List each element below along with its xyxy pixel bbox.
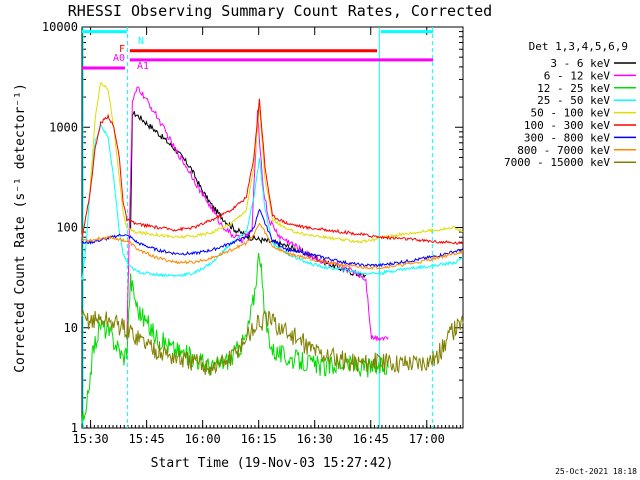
y-axis-label: Corrected Count Rate (s⁻¹ detector⁻¹) xyxy=(13,83,28,373)
y-tick-label: 100 xyxy=(56,221,78,235)
legend-entry-label: 3 - 6 keV xyxy=(550,57,610,70)
flag-bars xyxy=(82,30,434,70)
series-line xyxy=(81,208,464,268)
series-line xyxy=(81,310,464,376)
series-line xyxy=(126,86,389,342)
x-tick-label: 16:00 xyxy=(185,432,221,446)
x-tick-label: 17:00 xyxy=(409,432,445,446)
legend-entry-label: 100 - 300 keV xyxy=(524,119,610,132)
series-line xyxy=(81,98,464,245)
x-tick-label: 15:45 xyxy=(129,432,165,446)
y-tick-label: 10000 xyxy=(42,20,78,34)
series-line xyxy=(130,111,367,279)
x-tick-label: 16:15 xyxy=(241,432,277,446)
flag-label-f: F xyxy=(119,44,125,55)
x-axis-label: Start Time (19-Nov-03 15:27:42) xyxy=(151,456,394,471)
flag-label-a1: A1 xyxy=(137,61,149,72)
legend-entry-label: 50 - 100 keV xyxy=(531,107,611,120)
legend-entry-label: 300 - 800 keV xyxy=(524,131,610,144)
legend-entry-label: 800 - 7000 keV xyxy=(517,144,610,157)
legend-title: Det 1,3,4,5,6,9 xyxy=(529,40,628,53)
series-lines xyxy=(81,82,464,424)
chart-title: RHESSI Observing Summary Count Rates, Co… xyxy=(68,2,492,20)
vertical-markers xyxy=(82,27,433,428)
legend-entry-label: 6 - 12 keV xyxy=(544,69,611,82)
legend-entry-label: 12 - 25 keV xyxy=(537,82,610,95)
y-tick-label: 10 xyxy=(64,321,78,335)
legend-entry-label: 7000 - 15000 keV xyxy=(504,156,610,169)
flag-label-a0: A0 xyxy=(113,53,125,64)
x-axis-ticks: 15:30 15:45 16:00 16:15 16:30 16:45 17:00 xyxy=(73,27,461,446)
flag-label-n: N xyxy=(138,36,144,47)
x-tick-label: 15:30 xyxy=(73,432,109,446)
y-tick-label: 1000 xyxy=(49,120,78,134)
date-stamp: 25-Oct-2021 18:18 xyxy=(555,467,637,476)
legend-entry-label: 25 - 50 keV xyxy=(537,94,610,107)
series-line xyxy=(81,82,464,244)
x-tick-label: 16:30 xyxy=(297,432,333,446)
x-tick-label: 16:45 xyxy=(353,432,389,446)
series-line xyxy=(81,122,464,280)
series-line xyxy=(82,222,464,270)
y-tick-label: 1 xyxy=(71,421,78,435)
